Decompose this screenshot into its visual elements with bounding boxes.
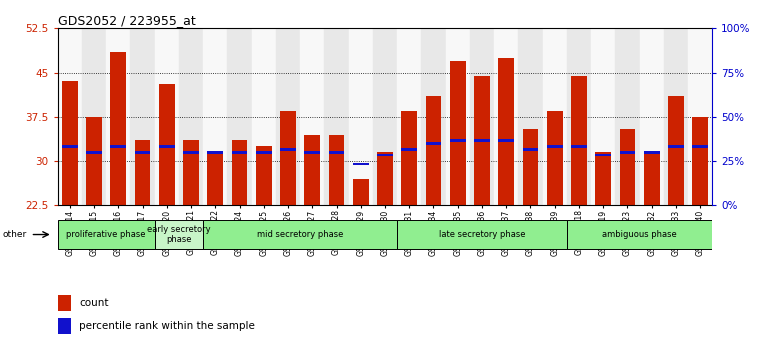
Bar — [401, 111, 417, 205]
Bar — [474, 139, 490, 142]
Bar — [353, 163, 369, 165]
Bar — [110, 52, 126, 205]
Bar — [571, 75, 587, 205]
Bar — [688, 28, 712, 205]
Bar — [58, 318, 71, 334]
Bar — [130, 28, 155, 205]
Bar — [377, 154, 393, 156]
Bar — [567, 220, 712, 249]
Bar — [692, 117, 708, 205]
Bar — [474, 75, 490, 205]
Bar — [426, 96, 441, 205]
Bar — [159, 145, 175, 148]
Bar — [595, 152, 611, 205]
Bar — [256, 146, 272, 205]
Bar — [155, 28, 179, 205]
Bar — [543, 28, 567, 205]
Bar — [421, 28, 446, 205]
Bar — [494, 28, 518, 205]
Bar — [329, 151, 344, 154]
Bar — [518, 28, 543, 205]
Bar — [106, 28, 130, 205]
Bar — [620, 151, 635, 154]
Bar — [523, 148, 538, 150]
Bar — [353, 179, 369, 205]
Text: count: count — [79, 298, 109, 308]
Bar — [450, 61, 466, 205]
Bar — [324, 28, 349, 205]
Bar — [644, 151, 660, 154]
Bar — [252, 28, 276, 205]
Bar — [179, 28, 203, 205]
Bar — [280, 111, 296, 205]
Bar — [203, 28, 227, 205]
Bar — [304, 151, 320, 154]
Bar — [450, 139, 466, 142]
Bar — [82, 28, 106, 205]
Bar — [591, 28, 615, 205]
Bar — [620, 129, 635, 205]
Bar — [329, 135, 344, 205]
Bar — [207, 154, 223, 205]
Bar — [280, 148, 296, 150]
Bar — [300, 28, 324, 205]
Bar — [595, 154, 611, 156]
Bar — [207, 151, 223, 154]
Bar — [373, 28, 397, 205]
Bar — [86, 117, 102, 205]
Bar — [276, 28, 300, 205]
Bar — [58, 295, 71, 311]
Bar — [668, 96, 684, 205]
Bar — [498, 58, 514, 205]
Bar — [155, 220, 203, 249]
Text: early secretory
phase: early secretory phase — [147, 225, 211, 244]
Bar — [159, 84, 175, 205]
Bar — [401, 148, 417, 150]
Bar — [183, 151, 199, 154]
Bar — [547, 111, 563, 205]
Bar — [640, 28, 664, 205]
Text: ambiguous phase: ambiguous phase — [602, 230, 677, 239]
Bar — [397, 28, 421, 205]
Bar — [523, 129, 538, 205]
Bar — [377, 152, 393, 205]
Bar — [567, 28, 591, 205]
Bar — [397, 220, 567, 249]
Text: percentile rank within the sample: percentile rank within the sample — [79, 321, 255, 331]
Bar — [203, 220, 397, 249]
Bar — [547, 145, 563, 148]
Bar — [135, 151, 150, 154]
Bar — [86, 151, 102, 154]
Bar — [304, 135, 320, 205]
Bar — [62, 145, 78, 148]
Bar — [232, 151, 247, 154]
Bar — [692, 145, 708, 148]
Bar — [135, 141, 150, 205]
Bar — [232, 141, 247, 205]
Bar — [571, 145, 587, 148]
Text: late secretory phase: late secretory phase — [439, 230, 525, 239]
Bar — [183, 141, 199, 205]
Bar — [664, 28, 688, 205]
Bar — [498, 139, 514, 142]
Text: proliferative phase: proliferative phase — [66, 230, 146, 239]
Bar — [110, 145, 126, 148]
Bar — [256, 151, 272, 154]
Bar — [470, 28, 494, 205]
Bar — [426, 142, 441, 145]
Bar — [227, 28, 252, 205]
Text: other: other — [2, 230, 26, 239]
Bar — [644, 152, 660, 205]
Bar — [349, 28, 373, 205]
Bar — [668, 145, 684, 148]
Text: GDS2052 / 223955_at: GDS2052 / 223955_at — [58, 14, 196, 27]
Bar — [58, 28, 82, 205]
Bar — [62, 81, 78, 205]
Text: mid secretory phase: mid secretory phase — [257, 230, 343, 239]
Bar — [58, 220, 155, 249]
Bar — [615, 28, 640, 205]
Bar — [446, 28, 470, 205]
